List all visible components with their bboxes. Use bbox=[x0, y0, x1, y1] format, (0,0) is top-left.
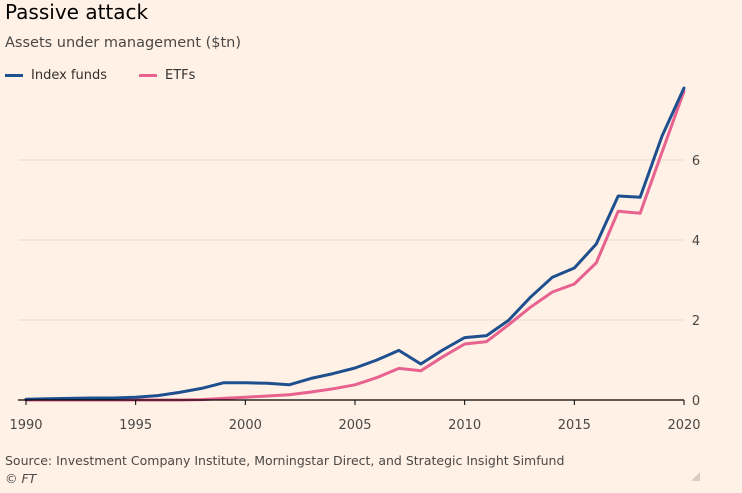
legend-label-index-funds: Index funds bbox=[31, 67, 108, 83]
legend-swatch-etfs bbox=[139, 73, 158, 77]
copyright-note: © FT bbox=[5, 471, 37, 486]
legend-swatch-index-funds bbox=[5, 73, 23, 77]
y-tick-label-6: 6 bbox=[692, 154, 700, 169]
legend-label-etfs: ETFs bbox=[165, 67, 196, 83]
line-chart: 0 2 4 6 1990 1995 2000 2005 2010 2015 2020 bbox=[9, 86, 701, 433]
x-tick-label-2000: 2000 bbox=[229, 418, 262, 433]
chart-legend: Index funds ETFs bbox=[5, 66, 227, 84]
y-tick-label-4: 4 bbox=[692, 234, 700, 249]
series-line-etfs bbox=[24, 89, 686, 402]
source-note: Source: Investment Company Institute, Mo… bbox=[5, 453, 565, 468]
x-tick-label-1995: 1995 bbox=[119, 418, 152, 433]
x-tick-label-2015: 2015 bbox=[558, 418, 591, 433]
x-tick-label-2010: 2010 bbox=[448, 418, 481, 433]
x-tick-label-2005: 2005 bbox=[338, 418, 371, 433]
chart-title: Passive attack bbox=[5, 0, 149, 24]
legend-item-index-funds: Index funds bbox=[5, 68, 107, 83]
x-tick-label-2020: 2020 bbox=[667, 418, 700, 433]
y-tick-label-2: 2 bbox=[692, 314, 700, 329]
y-tick-label-0: 0 bbox=[692, 394, 700, 409]
series-line-index-funds bbox=[24, 86, 686, 401]
resize-grip-icon bbox=[691, 472, 700, 481]
legend-item-etfs: ETFs bbox=[139, 68, 195, 83]
x-tick-label-1990: 1990 bbox=[9, 418, 42, 433]
chart-subtitle: Assets under management ($tn) bbox=[5, 35, 242, 51]
